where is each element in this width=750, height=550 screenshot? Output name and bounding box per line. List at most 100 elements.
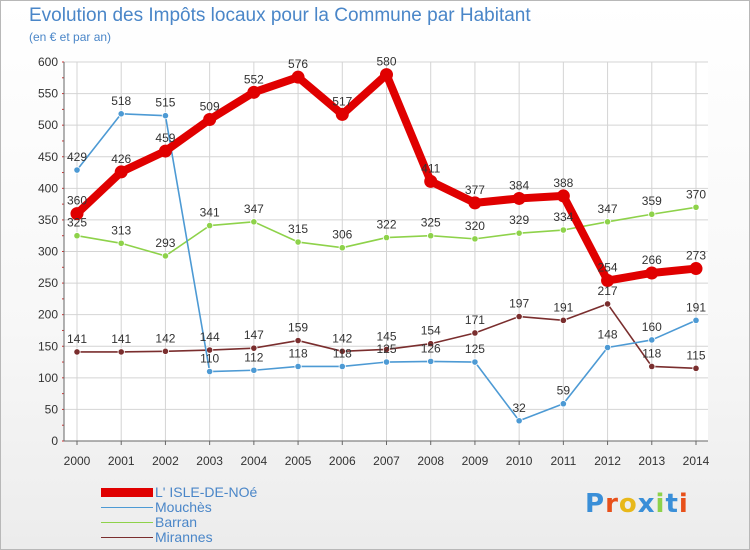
data-point <box>471 329 479 337</box>
data-label: 126 <box>421 341 441 355</box>
y-tick-label: 0 <box>51 434 58 448</box>
data-label: 115 <box>686 348 705 362</box>
legend-label: Barran <box>155 514 198 530</box>
x-tick-label: 2013 <box>638 454 665 468</box>
data-label: 576 <box>288 57 308 71</box>
data-point <box>380 68 393 82</box>
data-label: 384 <box>509 178 529 192</box>
data-label: 459 <box>155 131 175 145</box>
data-label: 360 <box>67 194 87 208</box>
data-point <box>117 348 125 356</box>
x-tick-label: 2008 <box>417 454 444 468</box>
data-label: 148 <box>598 328 618 342</box>
x-tick-label: 2005 <box>285 454 312 468</box>
data-point <box>559 226 567 234</box>
data-point <box>427 232 435 240</box>
data-point <box>247 85 261 99</box>
data-label: 552 <box>244 72 264 86</box>
data-label: 426 <box>111 152 131 166</box>
data-label: 322 <box>376 218 396 232</box>
x-tick-label: 2003 <box>196 454 223 468</box>
data-label: 313 <box>111 223 131 237</box>
x-tick-label: 2001 <box>108 454 135 468</box>
data-point <box>692 364 700 372</box>
data-label: 347 <box>244 202 264 216</box>
data-label: 377 <box>465 183 485 197</box>
data-point <box>692 203 700 211</box>
y-tick-label: 300 <box>38 245 58 259</box>
data-label: 197 <box>509 297 529 311</box>
x-tick-label: 2004 <box>241 454 268 468</box>
data-label: 142 <box>155 331 175 345</box>
data-point <box>203 112 217 126</box>
data-label: 118 <box>333 346 352 360</box>
data-label: 509 <box>200 99 220 113</box>
data-point <box>556 189 570 203</box>
data-point <box>382 358 391 366</box>
logo-letter: x <box>637 489 656 519</box>
logo-letter: r <box>605 489 619 519</box>
y-tick-label: 550 <box>38 87 58 101</box>
y-tick-label: 250 <box>38 276 58 290</box>
data-point <box>382 234 391 242</box>
data-point <box>70 207 84 221</box>
data-point <box>117 239 125 247</box>
data-point <box>468 196 482 210</box>
data-label: 341 <box>200 206 220 220</box>
data-point <box>601 274 615 288</box>
legend-swatch-mirannes <box>101 537 153 538</box>
data-point <box>648 336 656 344</box>
proxiti-logo: Proxiti <box>585 489 689 519</box>
data-label: 429 <box>67 150 87 164</box>
y-tick-label: 500 <box>38 118 58 132</box>
data-label: 141 <box>111 332 131 346</box>
data-label: 334 <box>553 210 573 224</box>
data-point <box>114 165 128 179</box>
data-point <box>471 358 479 366</box>
data-label: 59 <box>557 384 571 398</box>
data-label: 411 <box>421 161 440 175</box>
data-point <box>158 144 172 158</box>
chart-title: Evolution des Impôts locaux pour la Comm… <box>29 5 531 26</box>
data-point <box>73 348 81 356</box>
data-label: 147 <box>244 328 264 342</box>
data-label: 325 <box>421 216 441 230</box>
data-label: 141 <box>67 332 87 346</box>
data-label: 191 <box>686 300 706 314</box>
data-point <box>161 252 170 260</box>
x-tick-label: 2002 <box>152 454 179 468</box>
data-point <box>338 347 346 355</box>
y-tick-label: 150 <box>38 339 58 353</box>
legend-label: Mouchès <box>155 499 212 515</box>
y-tick-label: 100 <box>38 371 58 385</box>
data-point <box>338 362 346 371</box>
data-point <box>559 400 567 408</box>
data-point <box>645 266 659 280</box>
logo-letter: i <box>655 489 666 519</box>
data-point <box>382 345 391 354</box>
y-tick-label: 200 <box>38 308 58 322</box>
data-label: 159 <box>288 321 308 335</box>
data-point <box>603 300 612 308</box>
data-label: 125 <box>465 342 485 356</box>
data-label: 320 <box>465 219 485 233</box>
data-point <box>294 336 302 345</box>
data-point <box>161 112 170 120</box>
legend-label: L' ISLE-DE-NOé <box>155 484 258 500</box>
data-label: 325 <box>67 216 87 230</box>
logo-letter: o <box>618 489 638 519</box>
data-label: 306 <box>332 228 352 242</box>
data-point <box>338 244 346 252</box>
data-label: 191 <box>553 300 573 314</box>
data-label: 171 <box>465 313 485 327</box>
data-point <box>559 316 567 324</box>
data-point <box>250 218 258 226</box>
data-point <box>603 218 612 226</box>
data-point <box>291 70 305 84</box>
data-point <box>515 229 523 237</box>
x-tick-label: 2006 <box>329 454 356 468</box>
data-point <box>206 367 214 376</box>
legend-swatch-barran <box>101 522 153 523</box>
x-tick-label: 2009 <box>462 454 489 468</box>
legend-swatch-mouches <box>101 507 153 508</box>
